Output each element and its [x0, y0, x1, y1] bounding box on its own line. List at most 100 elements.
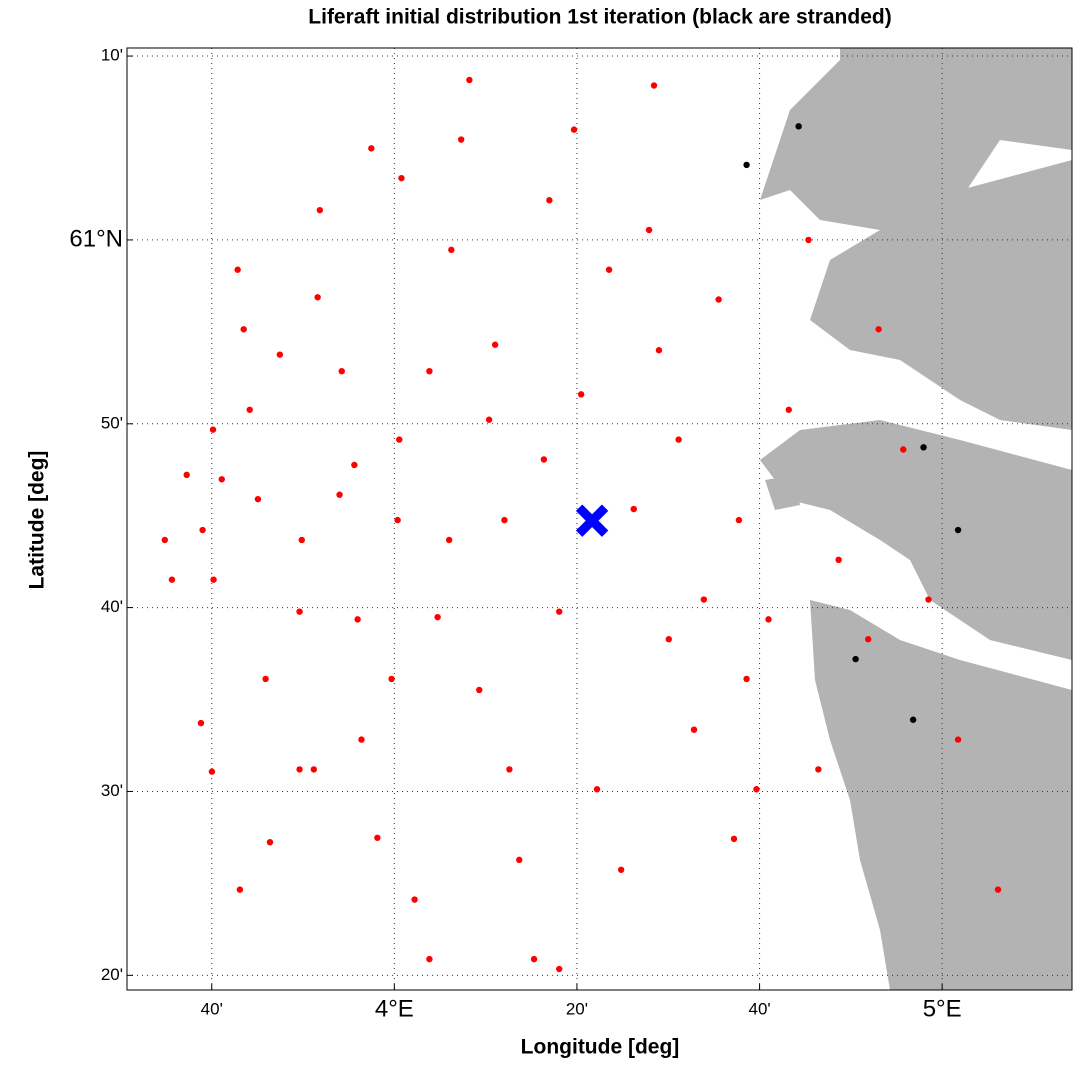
liferaft-point [630, 505, 637, 513]
liferaft-point [506, 766, 513, 773]
liferaft-point [700, 596, 708, 603]
liferaft-point [605, 266, 613, 273]
liferaft-point [296, 608, 303, 615]
liferaft-point [577, 391, 585, 398]
liferaft-point [445, 536, 453, 544]
liferaft-point [240, 326, 247, 333]
liferaft-point [540, 456, 548, 463]
liferaft-point [236, 886, 244, 893]
liferaft-point [556, 965, 563, 973]
y-tick-label: 20' [101, 965, 123, 984]
liferaft-point [338, 367, 345, 375]
liferaft-point [730, 835, 738, 843]
liferaft-point [358, 736, 365, 743]
liferaft-point [466, 76, 473, 84]
liferaft-point [197, 719, 205, 727]
liferaft-point [715, 296, 722, 303]
liferaft-point [909, 716, 917, 723]
liferaft-point [208, 768, 216, 775]
y-tick-label: 40' [101, 597, 123, 616]
liferaft-point [183, 471, 190, 479]
liferaft-point [785, 406, 792, 413]
liferaft-point [593, 786, 601, 793]
liferaft-point [368, 145, 375, 152]
liferaft-point [316, 206, 324, 214]
liferaft-point [735, 516, 743, 524]
liferaft-point [298, 536, 305, 544]
liferaft-point [875, 326, 882, 333]
liferaft-point [570, 126, 578, 133]
liferaft-point [675, 436, 682, 443]
liferaft-point [254, 495, 262, 503]
liferaft-point [314, 294, 321, 301]
liferaft-point [457, 136, 465, 143]
liferaft-point [396, 436, 403, 443]
x-tick-label: 5°E [923, 995, 962, 1022]
liferaft-point [852, 655, 859, 663]
x-tick-label: 20' [566, 999, 588, 1018]
liferaft-point [434, 613, 441, 621]
liferaft-point [336, 491, 343, 498]
liferaft-point [262, 675, 269, 683]
liferaft-point [645, 226, 653, 234]
x-tick-label: 40' [748, 999, 770, 1018]
liferaft-point [743, 161, 750, 169]
liferaft-point [690, 726, 698, 733]
liferaft-point [210, 576, 217, 583]
y-tick-label: 30' [101, 781, 123, 800]
liferaft-point [765, 616, 772, 623]
liferaft-point [546, 197, 553, 204]
liferaft-point [398, 174, 405, 182]
plot-frame [126, 47, 1073, 991]
y-axis-label: Latitude [deg] [26, 451, 49, 590]
liferaft-point [556, 608, 563, 615]
liferaft-point [865, 636, 872, 643]
liferaft-point [795, 123, 802, 130]
liferaft-point [954, 526, 962, 534]
liferaft-point [448, 246, 455, 254]
liferaft-point [994, 886, 1002, 893]
liferaft-point [491, 341, 499, 348]
liferaft-point [374, 834, 381, 841]
liferaft-point [753, 786, 760, 793]
liferaft-point [743, 675, 750, 683]
liferaft-point [650, 82, 658, 89]
liferaft-point [920, 444, 927, 451]
liferaft-point [354, 616, 361, 623]
liferaft-point [296, 766, 303, 773]
liferaft-point [388, 675, 395, 683]
liferaft-point [501, 516, 508, 524]
liferaft-point [426, 367, 433, 375]
liferaft-point [411, 896, 418, 903]
liferaft-point [805, 236, 812, 244]
chart-title: Liferaft initial distribution 1st iterat… [308, 6, 891, 29]
liferaft-point [234, 266, 241, 273]
liferaft-point [199, 526, 206, 534]
liferaft-point [516, 856, 523, 864]
land [760, 48, 1072, 990]
liferaft-point [246, 406, 253, 413]
y-tick-label: 61°N [69, 225, 123, 252]
y-tick-label: 10' [101, 46, 123, 65]
x-tick-label: 40' [201, 999, 223, 1018]
liferaft-point [835, 556, 842, 564]
liferaft-point [476, 686, 483, 694]
liferaft-point [394, 516, 401, 524]
plot-layer [127, 48, 1072, 990]
x-axis-label: Longitude [deg] [521, 1036, 680, 1059]
liferaft-point [954, 736, 962, 743]
liferaft-point [617, 866, 625, 873]
liferaft-point [426, 955, 433, 963]
liferaft-point [218, 476, 225, 483]
liferaft-point [530, 955, 538, 963]
liferaft-point [665, 636, 672, 643]
liferaft-point [815, 766, 822, 773]
x-tick-label: 4°E [375, 995, 414, 1022]
liferaft-point [485, 416, 493, 423]
liferaft-point [351, 461, 358, 469]
liferaft-point [925, 596, 932, 603]
liferaft-point [266, 838, 274, 846]
liferaft-point [310, 766, 318, 773]
y-tick-label: 50' [101, 413, 123, 432]
